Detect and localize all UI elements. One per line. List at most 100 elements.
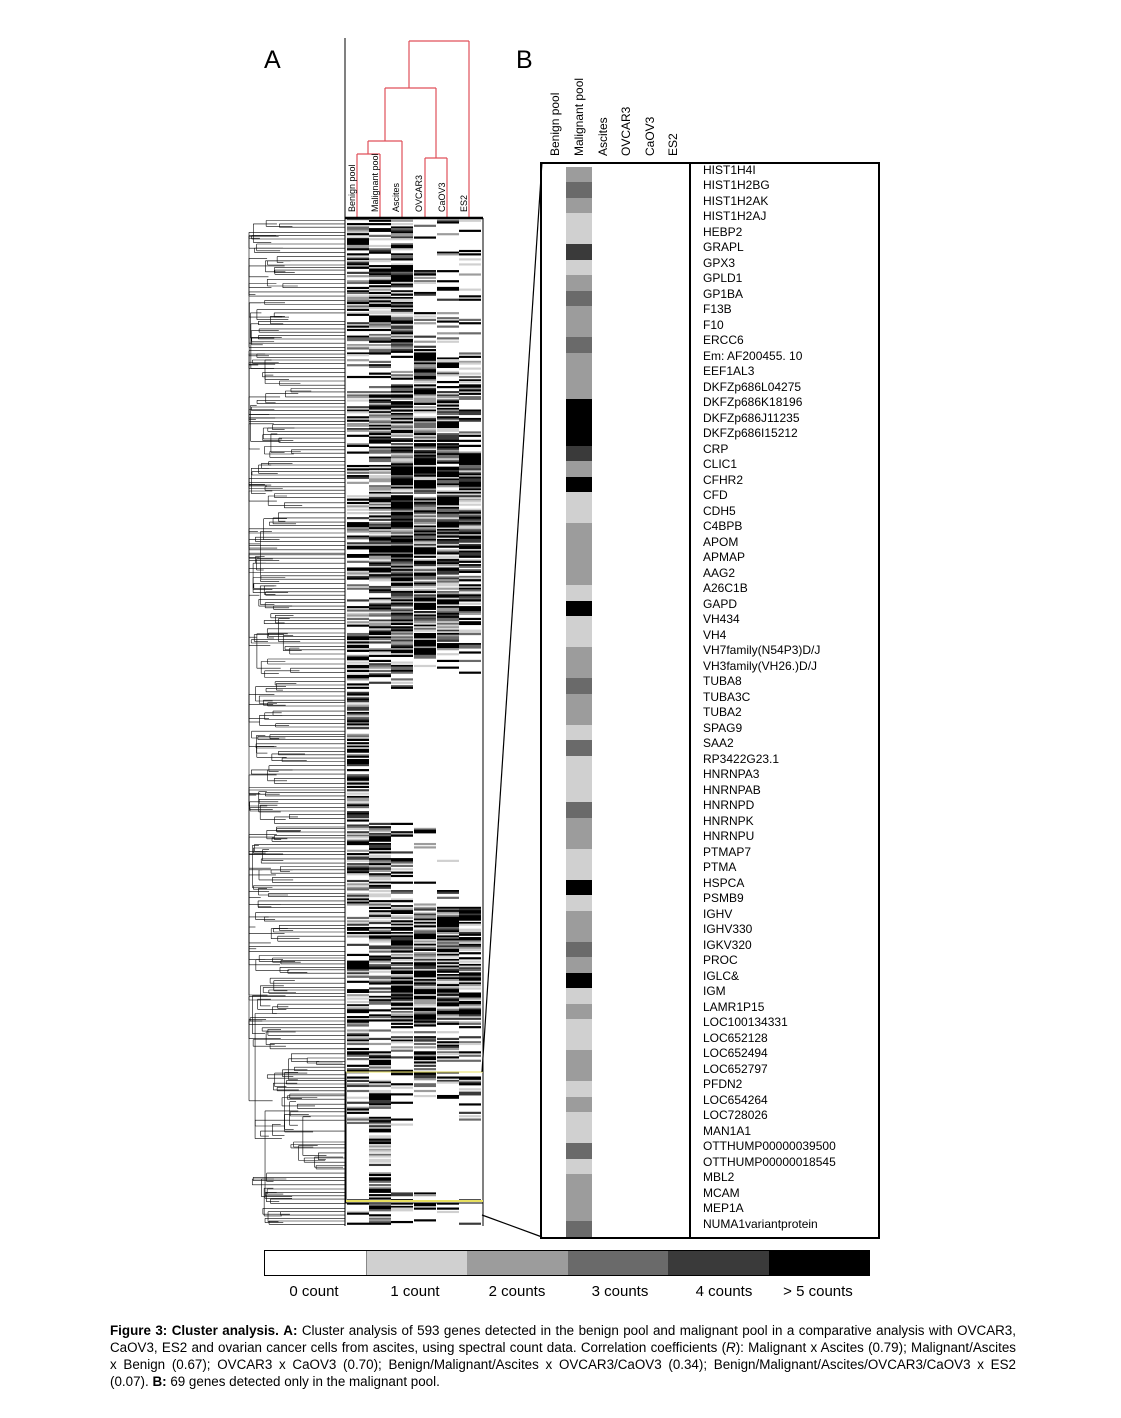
heat-cell [459, 253, 481, 256]
heat-cell [437, 965, 459, 968]
heat-cell [414, 1046, 436, 1049]
heat-cell [437, 626, 459, 629]
heat-cell [369, 416, 391, 419]
heat-cell [391, 543, 413, 547]
heat-cell [391, 244, 413, 248]
heat-cell [437, 970, 459, 973]
heat-cell [369, 291, 391, 295]
heat-cell [414, 384, 436, 387]
heat-cell [459, 490, 481, 493]
heat-cell [414, 271, 436, 274]
gene-label: CRP [703, 441, 729, 456]
heat-cell [414, 948, 436, 951]
heat-cell [347, 501, 369, 505]
heat-cell [391, 397, 413, 400]
heat-cell [391, 975, 413, 978]
heat-cell [347, 733, 369, 736]
heat-cell [369, 1091, 391, 1094]
heat-cell [391, 997, 413, 1000]
heat-cell [369, 530, 391, 533]
heat-cell [369, 651, 391, 654]
heat-cell [391, 475, 413, 478]
heat-cell [369, 391, 391, 394]
heat-cell [437, 942, 459, 945]
heat-cell [437, 498, 459, 501]
heat-cell [347, 416, 369, 419]
b-cell [566, 259, 592, 277]
b-cell [566, 972, 592, 989]
heat-cell [437, 590, 459, 594]
heat-cell [437, 1007, 459, 1010]
heat-cell [437, 913, 459, 916]
heat-cell [391, 669, 413, 673]
heat-cell [437, 602, 459, 605]
heat-cell [414, 505, 436, 508]
heat-cell [414, 997, 436, 1000]
heat-cell [437, 619, 459, 622]
heat-cell [347, 799, 369, 802]
heat-cell [347, 325, 369, 328]
heat-cell [369, 1059, 391, 1062]
heat-cell [369, 404, 391, 407]
heat-cell [369, 1135, 391, 1138]
heat-cell [414, 537, 436, 540]
heat-cell [437, 624, 459, 627]
heat-cell [347, 476, 369, 479]
heat-cell [369, 428, 391, 431]
heat-cell [369, 826, 391, 829]
b-cell [566, 1220, 592, 1237]
heat-cell [391, 957, 413, 960]
heat-cell [437, 926, 459, 930]
heat-cell [391, 254, 413, 258]
heat-cell [459, 380, 481, 384]
heat-cell [369, 248, 391, 251]
b-cell [566, 678, 592, 695]
heat-cell [437, 592, 459, 595]
heat-cell [369, 632, 391, 636]
heat-cell [369, 1066, 391, 1069]
gene-label: DKFZp686K18196 [703, 395, 803, 410]
heat-cell [369, 921, 391, 925]
heat-cell [369, 963, 391, 967]
heat-cell [437, 426, 459, 429]
heat-cell [414, 370, 436, 374]
heat-cell [347, 708, 369, 711]
heat-cell [437, 503, 459, 506]
heat-cell [347, 567, 369, 570]
heat-cell [414, 611, 436, 614]
heat-cell [369, 278, 391, 281]
heat-cell [369, 958, 391, 962]
heat-cell [369, 1101, 391, 1104]
heat-cell [391, 542, 413, 545]
heat-cell [414, 1078, 436, 1081]
heat-cell [437, 938, 459, 941]
heat-cell [347, 673, 369, 676]
heat-cell [414, 411, 436, 414]
gene-label: MEP1A [703, 1201, 744, 1215]
heat-cell [459, 547, 481, 550]
b-cell [566, 337, 592, 354]
heat-cell [414, 636, 436, 639]
heat-cell [369, 654, 391, 657]
heat-cell [414, 574, 436, 577]
heat-cell [391, 231, 413, 234]
heat-cell [437, 952, 459, 955]
heat-cell [459, 1007, 481, 1010]
heat-cell [391, 480, 413, 483]
heat-cell [437, 439, 459, 442]
heat-cell [414, 349, 436, 352]
heat-cell [369, 296, 391, 300]
heat-cell [391, 246, 413, 249]
heat-cell [414, 543, 436, 547]
heat-cell [414, 1037, 436, 1041]
heat-cell [391, 822, 413, 825]
heat-cell [414, 1017, 436, 1020]
heat-cell [347, 261, 369, 264]
heat-cell [437, 436, 459, 439]
heat-cell [391, 280, 413, 283]
heat-cell [414, 389, 436, 392]
heat-cell [369, 1100, 391, 1103]
heat-cell [369, 562, 391, 565]
heat-cell [414, 273, 436, 276]
heat-cell [414, 466, 436, 469]
